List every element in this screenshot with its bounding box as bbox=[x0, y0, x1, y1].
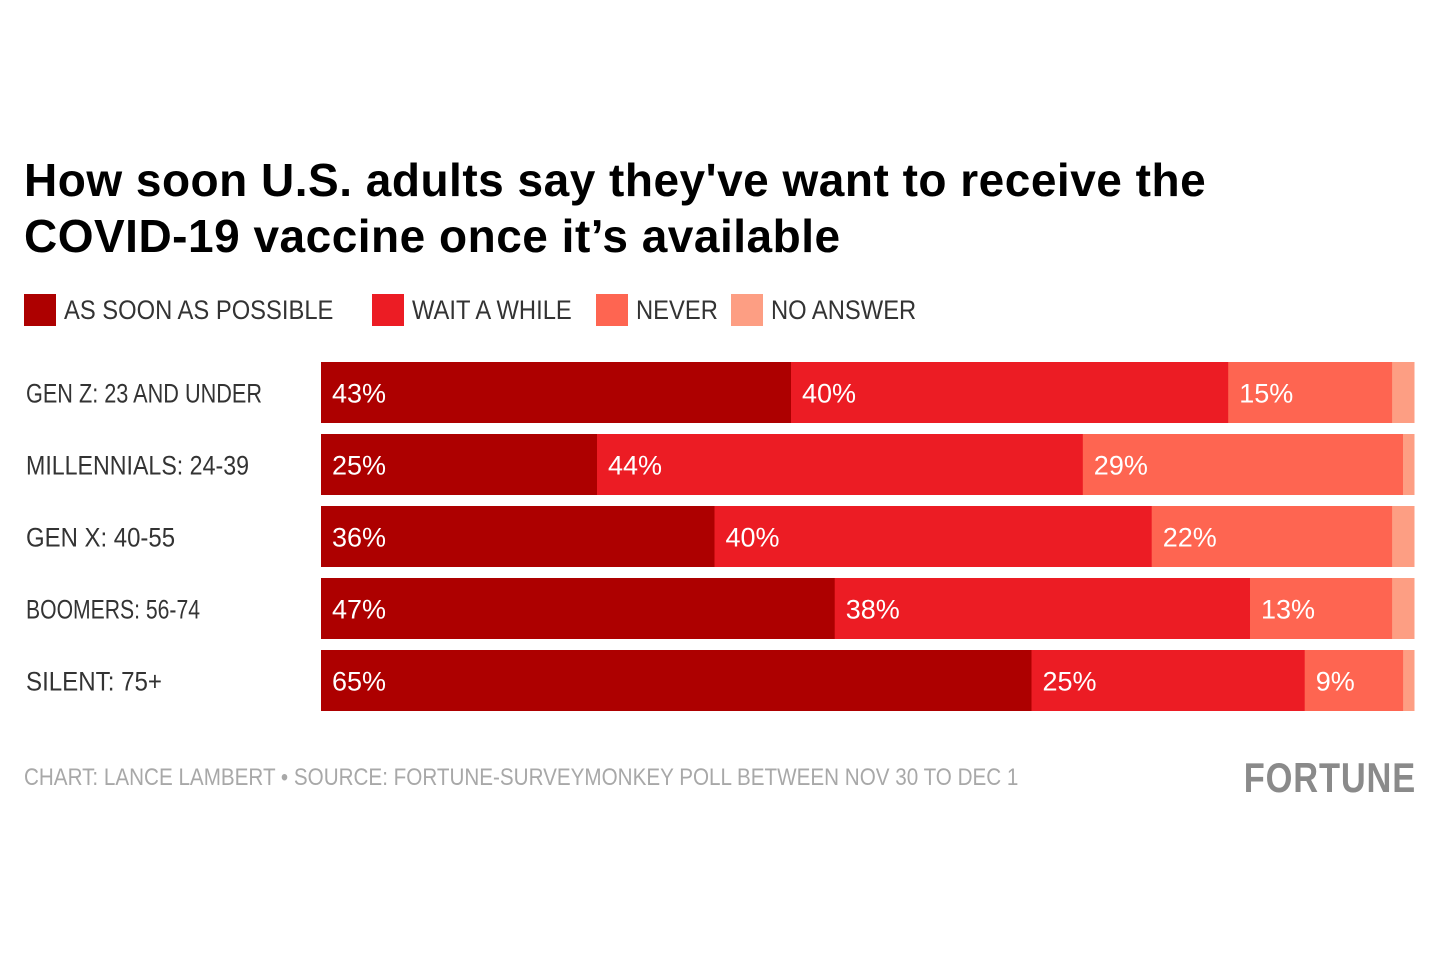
legend-swatch-no-answer bbox=[730, 294, 763, 326]
bar-segment-never bbox=[1082, 434, 1404, 495]
chart-title-line-1: How soon U.S. adults say they've want to… bbox=[24, 154, 1207, 206]
data-label: 38% bbox=[846, 595, 900, 625]
bar-segment-as-soon-as-possible bbox=[321, 578, 836, 639]
bar-segment-wait-a-while bbox=[834, 578, 1251, 639]
legend-label-no-answer: NO ANSWER bbox=[770, 294, 916, 325]
category-label: SILENT: 75+ bbox=[26, 667, 162, 697]
bar-segment-as-soon-as-possible bbox=[321, 434, 598, 495]
data-label: 15% bbox=[1239, 379, 1293, 409]
data-label: 29% bbox=[1094, 451, 1148, 481]
bar-segment-wait-a-while bbox=[1031, 650, 1306, 711]
bar-segment-wait-a-while bbox=[597, 434, 1084, 495]
legend-label-asap: AS SOON AS POSSIBLE bbox=[64, 294, 334, 325]
bar-row-gen-x-40-55: GEN X: 40-55 36% 40% 22% bbox=[26, 506, 1415, 567]
data-label: 9% bbox=[1316, 667, 1355, 697]
bar-segment-no-answer bbox=[1403, 650, 1415, 711]
bar-segment-wait-a-while bbox=[714, 506, 1153, 567]
data-label: 36% bbox=[332, 523, 386, 553]
category-label: GEN X: 40-55 bbox=[26, 523, 175, 553]
data-label: 43% bbox=[332, 379, 386, 409]
bar-segment-as-soon-as-possible bbox=[321, 506, 715, 567]
chart-title: How soon U.S. adults say they've want to… bbox=[24, 152, 1404, 264]
bar-segment-no-answer bbox=[1392, 578, 1415, 639]
data-label: 22% bbox=[1163, 523, 1217, 553]
legend-label-wait: WAIT A WHILE bbox=[412, 294, 572, 325]
legend: AS SOON AS POSSIBLE WAIT A WHILE NEVER N… bbox=[24, 292, 938, 328]
bar-segment-never bbox=[1228, 362, 1393, 423]
data-label: 47% bbox=[332, 595, 386, 625]
bar-segment-never bbox=[1250, 578, 1393, 639]
chart-title-line-2: COVID-19 vaccine once it’s available bbox=[24, 210, 841, 262]
bar-segment-as-soon-as-possible bbox=[321, 362, 792, 423]
data-label: 44% bbox=[608, 451, 662, 481]
bar-segment-never bbox=[1151, 506, 1393, 567]
legend-swatch-asap bbox=[24, 294, 56, 326]
legend-swatch-wait bbox=[372, 294, 405, 326]
data-label: 40% bbox=[802, 379, 856, 409]
data-label: 25% bbox=[332, 451, 386, 481]
category-label: BOOMERS: 56-74 bbox=[26, 595, 200, 625]
category-label: GEN Z: 23 AND UNDER bbox=[26, 379, 262, 409]
legend-item-never: NEVER bbox=[595, 294, 718, 326]
bar-row-silent-75: SILENT: 75+ 65% 25% 9% bbox=[26, 650, 1415, 711]
bar-segment-no-answer bbox=[1392, 362, 1415, 423]
bar-segment-as-soon-as-possible bbox=[321, 650, 1032, 711]
data-label: 25% bbox=[1043, 667, 1097, 697]
bar-row-boomers-56-74: BOOMERS: 56-74 47% 38% 13% bbox=[26, 578, 1415, 639]
bar-row-gen-z-23-and-under: GEN Z: 23 AND UNDER 43% 40% 15% bbox=[26, 362, 1415, 423]
legend-item-no-answer: NO ANSWER bbox=[730, 294, 916, 326]
fortune-logo: FORTUNE bbox=[1243, 754, 1416, 801]
legend-item-wait: WAIT A WHILE bbox=[372, 294, 572, 326]
bar-segment-no-answer bbox=[1403, 434, 1415, 495]
bar-row-millennials-24-39: MILLENNIALS: 24-39 25% 44% 29% bbox=[26, 434, 1415, 495]
data-label: 65% bbox=[332, 667, 386, 697]
chart-credit: CHART: LANCE LAMBERT • SOURCE: FORTUNE-S… bbox=[24, 764, 1019, 791]
bar-segment-no-answer bbox=[1392, 506, 1415, 567]
data-label: 13% bbox=[1261, 595, 1315, 625]
bar-segment-never bbox=[1304, 650, 1404, 711]
data-label: 40% bbox=[726, 523, 780, 553]
legend-swatch-never bbox=[595, 294, 628, 326]
legend-label-never: NEVER bbox=[635, 294, 718, 325]
bar-segment-wait-a-while bbox=[791, 362, 1229, 423]
category-label: MILLENNIALS: 24-39 bbox=[26, 451, 249, 481]
legend-item-asap: AS SOON AS POSSIBLE bbox=[24, 294, 348, 326]
